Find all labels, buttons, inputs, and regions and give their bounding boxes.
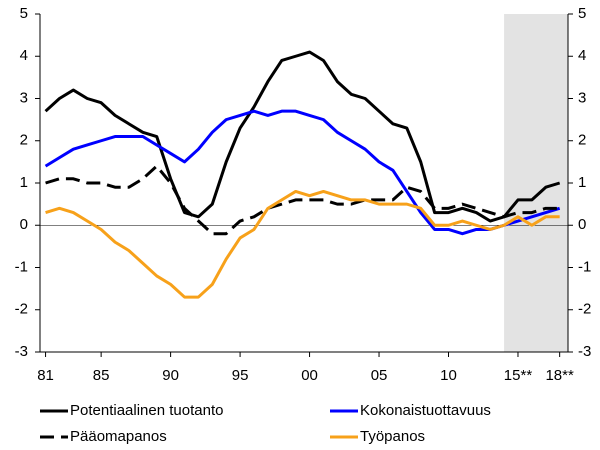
legend-label: Työpanos [360, 428, 425, 445]
y-tick-label: 2 [20, 132, 28, 149]
legend-label: Kokonaistuottavuus [360, 402, 491, 419]
x-tick-label: 95 [232, 367, 249, 384]
x-tick-label: 85 [93, 367, 110, 384]
x-tick-label: 00 [301, 367, 318, 384]
x-tick-label: 81 [37, 367, 54, 384]
y-tick-label: 4 [20, 47, 28, 64]
series-line [44, 109, 561, 236]
series-line [45, 164, 560, 236]
legend-label: Potentiaalinen tuotanto [70, 402, 223, 419]
y-tick-label: 1 [20, 174, 28, 191]
y2-tick-label: 2 [578, 132, 586, 149]
y2-tick-label: 1 [578, 174, 586, 191]
y-tick-label: -1 [15, 258, 28, 275]
y-tick-label: -3 [15, 343, 28, 360]
y2-tick-label: 0 [578, 216, 586, 233]
y2-tick-label: -1 [578, 258, 591, 275]
series-line [44, 50, 561, 223]
legend-label: Pääomapanos [70, 428, 167, 445]
y2-tick-label: 5 [578, 5, 586, 22]
y-tick-label: -2 [15, 301, 28, 318]
x-tick-label: 10 [440, 367, 457, 384]
x-tick-label: 18** [545, 367, 574, 384]
y-tick-label: 5 [20, 5, 28, 22]
y2-tick-label: -3 [578, 343, 591, 360]
series-line [45, 189, 560, 299]
x-tick-label: 90 [162, 367, 179, 384]
y-tick-label: 0 [20, 216, 28, 233]
y-tick-label: 3 [20, 89, 28, 106]
y2-tick-label: 3 [578, 89, 586, 106]
y2-tick-label: 4 [578, 47, 586, 64]
x-tick-label: 05 [371, 367, 388, 384]
y2-tick-label: -2 [578, 301, 591, 318]
x-tick-label: 15** [504, 367, 533, 384]
